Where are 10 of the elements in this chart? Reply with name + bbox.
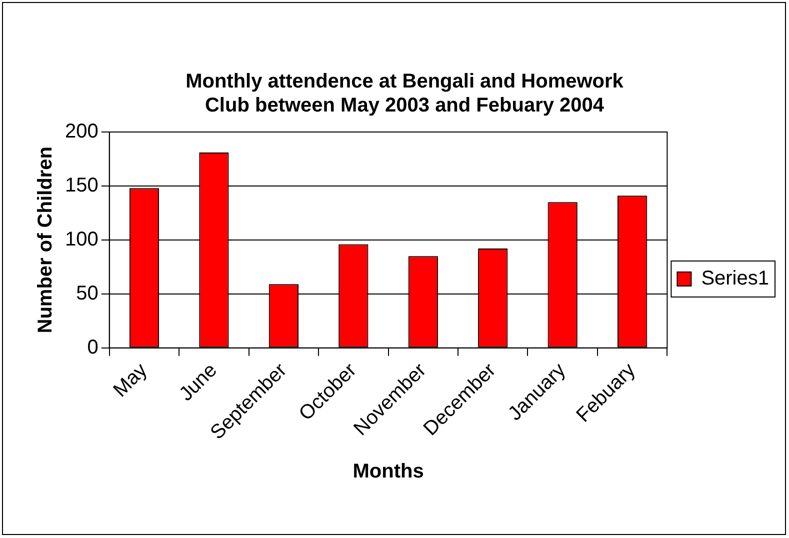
- y-tick-label: 0: [87, 336, 98, 358]
- y-axis-title: Number of Children: [34, 146, 57, 334]
- y-tick-label: 150: [64, 174, 98, 196]
- y-tick-label: 200: [64, 120, 98, 143]
- y-tick-label: 100: [64, 228, 98, 250]
- chart-title: Monthly attendence at Bengali and Homework Club between May 2003 and Febuary 2004: [186, 70, 624, 117]
- x-axis-title: Months: [352, 460, 424, 483]
- y-tick-label: 50: [76, 282, 98, 304]
- x-tick-label: May: [109, 359, 152, 402]
- legend-label: Series1: [701, 268, 769, 290]
